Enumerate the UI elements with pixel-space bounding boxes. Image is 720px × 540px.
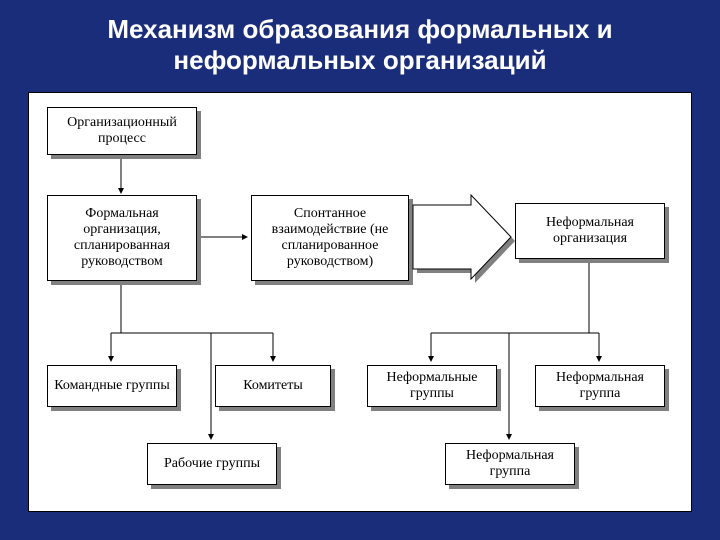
node-informal_grp2: Неформальная группа [535,365,665,407]
node-committees: Комитеты [215,365,331,407]
node-informal_grp3: Неформальная группа [445,443,575,485]
node-command_grp: Командные группы [47,365,177,407]
diagram-area: Организационный процесс Формальная органи… [28,92,692,512]
node-informal_org: Неформальная организация [515,203,665,259]
node-org_process: Организационный процесс [47,107,197,155]
node-informal_grps: Неформальные группы [367,365,497,407]
node-spontaneous: Спонтанное взаимодействие (не спланирова… [251,195,409,281]
node-formal_org: Формальная организация, спланированная р… [47,195,197,281]
node-work_grp: Рабочие группы [147,443,277,485]
slide-title: Механизм образования формальных и неформ… [0,0,720,86]
